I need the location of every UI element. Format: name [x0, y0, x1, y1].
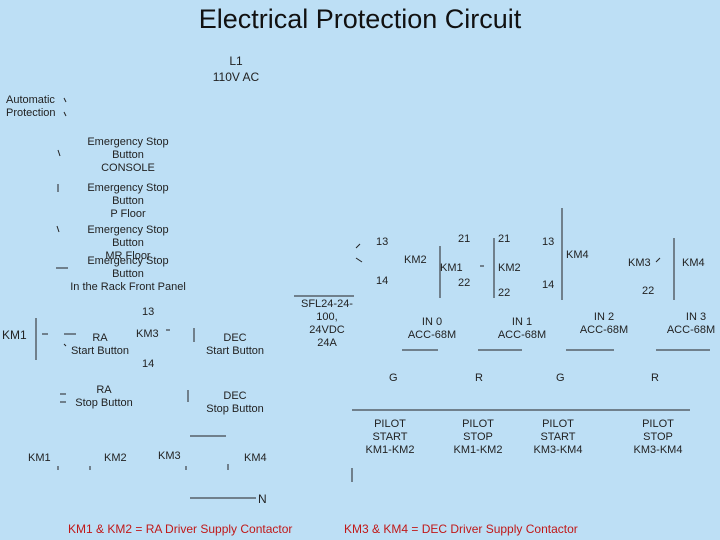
contact-km2-a: KM2	[404, 254, 427, 266]
ra-stop-label: RA Stop Button	[75, 384, 133, 409]
coil-km1-label: KM1	[28, 452, 51, 464]
estop-mrfloor-label: Emergency Stop Button MR Floor	[87, 224, 169, 262]
lamp-letter-2: R	[475, 372, 483, 384]
contact-mark	[56, 225, 60, 233]
pilot-stop-km1-km2: PILOT STOP KM1-KM2	[453, 418, 503, 456]
km3-left-label: KM3	[136, 328, 159, 340]
pin-22-b: 22	[498, 287, 511, 299]
dec-stop-label: DEC Stop Button	[206, 390, 264, 415]
in2-name: IN 2	[593, 311, 615, 323]
dec-start-label: DEC Start Button	[205, 332, 265, 357]
automatic-protection-label: Automatic Protection	[6, 94, 56, 119]
contact-km3: KM3	[628, 257, 651, 269]
coil-km4-label: KM4	[244, 452, 267, 464]
footer-dec-note: KM3 & KM4 = DEC Driver Supply Contactor	[344, 522, 578, 536]
contact-mark	[63, 97, 67, 103]
pin-21-a: 21	[458, 233, 471, 245]
estop-pfloor-label: Emergency Stop Button P Floor	[87, 182, 169, 220]
in1-device: ACC-68M	[497, 329, 547, 341]
pin-14-left: 14	[142, 358, 155, 370]
footer-ra-note: KM1 & KM2 = RA Driver Supply Contactor	[68, 522, 293, 536]
pin-13-left: 13	[142, 306, 155, 318]
in0-name: IN 0	[421, 316, 443, 328]
ra-start-label: RA Start Button	[70, 332, 130, 357]
in2-device: ACC-68M	[579, 324, 629, 336]
psu-contact	[355, 243, 361, 249]
contact-km4-a: KM4	[566, 249, 589, 261]
pin-14-a: 14	[376, 275, 389, 287]
pin-14-b: 14	[542, 279, 555, 291]
page-title: Electrical Protection Circuit	[198, 4, 522, 34]
coil-km3-label: KM3	[158, 450, 181, 462]
contact-km2-b: KM2	[498, 262, 521, 274]
contact-km1: KM1	[440, 262, 463, 274]
power-supply-label: SFL24-24-100, 24VDC 24A	[301, 298, 353, 349]
km1-left-label: KM1	[2, 328, 27, 342]
pin-22-a: 22	[458, 277, 471, 289]
psu-contact	[355, 257, 363, 263]
pin-13-a: 13	[376, 236, 389, 248]
pilot-start-km1-km2: PILOT START KM1-KM2	[365, 418, 415, 456]
pilot-stop-km3-km4: PILOT STOP KM3-KM4	[633, 418, 683, 456]
in1-name: IN 1	[511, 316, 533, 328]
neutral-label: N	[258, 492, 267, 506]
estop-console-label: Emergency Stop Button CONSOLE	[87, 136, 169, 174]
lamp-letter-1: G	[389, 372, 398, 384]
pin-13-b: 13	[542, 236, 555, 248]
pilot-start-km3-km4: PILOT START KM3-KM4	[533, 418, 583, 456]
coil-km2-label: KM2	[104, 452, 127, 464]
in3-name: IN 3	[685, 311, 707, 323]
estop-rack-label: Emergency Stop Button In the Rack Front …	[70, 255, 186, 293]
ra-start-mark	[63, 343, 67, 347]
pin-21-b: 21	[498, 233, 511, 245]
lamp-letter-3: G	[556, 372, 565, 384]
contact-mark	[63, 111, 67, 117]
pin-22-c: 22	[642, 285, 655, 297]
supply-voltage-label: 110V AC	[212, 70, 260, 84]
supply-line-label: L1	[229, 54, 243, 68]
lamp-letter-4: R	[651, 372, 659, 384]
contact-mark	[57, 149, 61, 157]
in0-device: ACC-68M	[407, 329, 457, 341]
contact-km4-b: KM4	[682, 257, 705, 269]
km3-contact	[655, 257, 661, 263]
in3-device: ACC-68M	[666, 324, 716, 336]
